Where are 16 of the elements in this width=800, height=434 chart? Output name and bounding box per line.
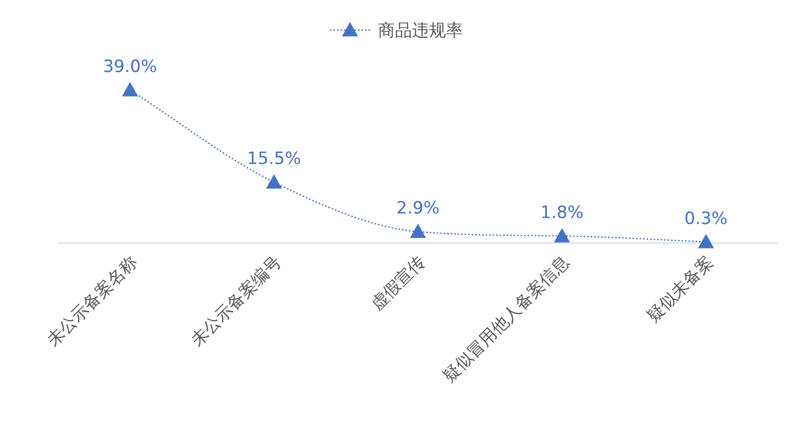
point <box>122 82 138 96</box>
x-tick-label: 疑似冒用他人备案信息 <box>439 252 574 387</box>
point <box>266 174 282 189</box>
data-label: 39.0% <box>102 57 158 77</box>
data-label: 0.3% <box>684 208 728 229</box>
x-tick-label: 虚假宣传 <box>367 252 430 315</box>
point <box>554 228 570 242</box>
x-tick-label: 未公示备案编号 <box>187 252 286 351</box>
point <box>410 224 426 238</box>
legend-label: 商品违规率 <box>378 21 463 41</box>
data-label: 15.5% <box>246 149 302 170</box>
data-label: 1.8% <box>540 202 584 223</box>
x-tick-label: 疑似未备案 <box>643 252 718 327</box>
data-label: 2.9% <box>396 198 440 219</box>
point <box>698 234 714 248</box>
x-tick-label: 未公示备案名称 <box>43 252 142 351</box>
